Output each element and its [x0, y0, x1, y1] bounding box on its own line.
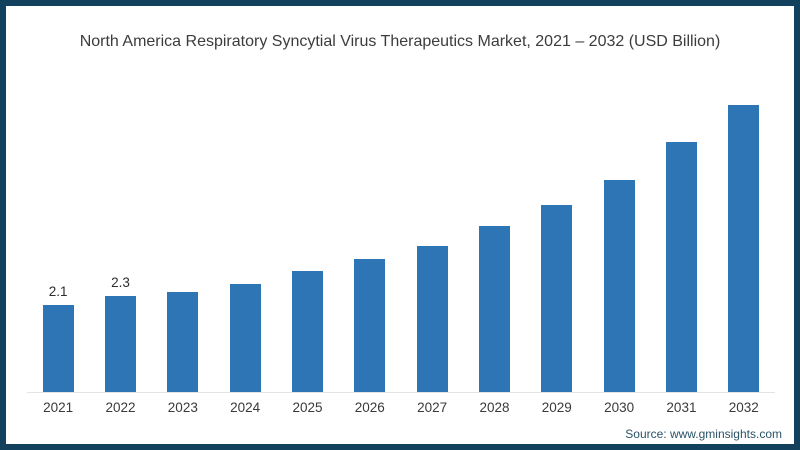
bar-2022: [104, 296, 136, 392]
bar-2028: [478, 225, 510, 392]
bar-2024: [229, 283, 261, 392]
x-axis-label-2029: 2029: [541, 400, 572, 415]
bar-group-2031: [650, 142, 712, 392]
chart-title: North America Respiratory Syncytial Viru…: [79, 33, 721, 50]
x-axis-label-2032: 2032: [728, 400, 759, 415]
bar-group-2028: [463, 225, 525, 392]
bar-value-label-2022: 2.3: [111, 275, 130, 291]
x-axis-label-2022: 2022: [105, 400, 136, 415]
bar-group-2025: [276, 271, 338, 392]
x-axis-label-2021: 2021: [43, 400, 74, 415]
bar-group-2021: 2.1: [27, 284, 89, 392]
x-axis-label-2028: 2028: [479, 400, 510, 415]
bar-2027: [416, 246, 448, 392]
x-axis-label-2024: 2024: [230, 400, 261, 415]
bar-group-2032: [713, 105, 775, 392]
bar-group-2027: [401, 246, 463, 392]
x-axis: 2021 2022 2023 2024 2025 2026 2027 2028 2029 2030…: [27, 393, 775, 415]
bar-2023: [167, 292, 199, 392]
bar-group-2024: [214, 283, 276, 392]
bar-value-label-2021: 2.1: [48, 283, 68, 299]
plot-area: 2.1 2.3: [27, 94, 775, 393]
bar-group-2029: [526, 204, 588, 392]
bar-group-2026: [339, 258, 401, 392]
bar-group-2030: [588, 179, 650, 392]
bar-2029: [541, 204, 573, 392]
bar-2030: [603, 179, 635, 392]
bar-group-2022: 2.3: [89, 275, 151, 392]
bar-2031: [665, 142, 697, 392]
bar-2025: [291, 271, 323, 392]
x-axis-label-2025: 2025: [292, 400, 323, 415]
bar-2032: [728, 105, 760, 392]
bar-2021: [42, 304, 74, 392]
x-axis-label-2027: 2027: [417, 400, 448, 415]
source-attribution: Source: www.gminsights.com: [625, 427, 782, 441]
x-axis-label-2030: 2030: [604, 400, 635, 415]
bar-2026: [354, 258, 386, 392]
chart-area: 2.1 2.3 2021 2022 2023 2024 2025 2026 2027 2028 2…: [27, 94, 775, 415]
x-axis-label-2031: 2031: [666, 400, 697, 415]
bar-group-2023: [152, 292, 214, 392]
x-axis-label-2026: 2026: [354, 400, 385, 415]
x-axis-label-2023: 2023: [167, 400, 198, 415]
